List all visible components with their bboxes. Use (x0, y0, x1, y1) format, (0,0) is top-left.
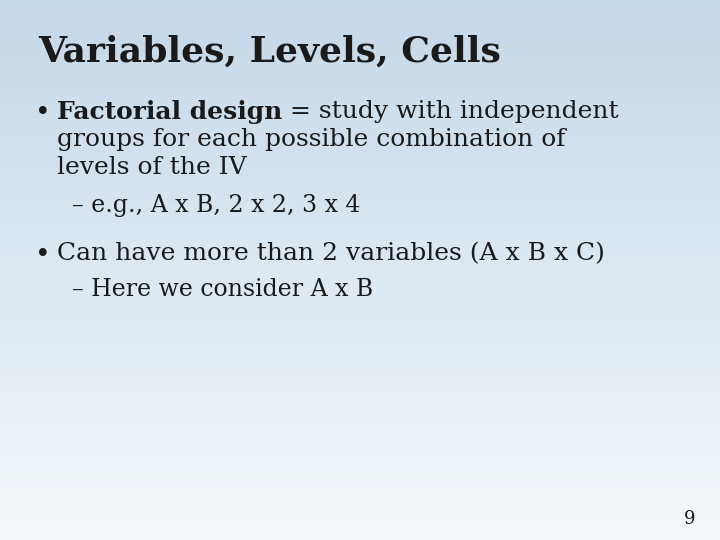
Text: groups for each possible combination of: groups for each possible combination of (57, 128, 565, 151)
Text: levels of the IV: levels of the IV (57, 156, 247, 179)
Text: Can have more than 2 variables (A x B x C): Can have more than 2 variables (A x B x … (57, 242, 605, 265)
Text: •: • (35, 242, 50, 267)
Text: •: • (35, 100, 50, 125)
Text: – e.g., A x B, 2 x 2, 3 x 4: – e.g., A x B, 2 x 2, 3 x 4 (72, 194, 361, 217)
Text: – Here we consider A x B: – Here we consider A x B (72, 278, 373, 301)
Text: Factorial design: Factorial design (57, 100, 282, 124)
Text: Variables, Levels, Cells: Variables, Levels, Cells (38, 35, 501, 69)
Text: 9: 9 (683, 510, 695, 528)
Text: = study with independent: = study with independent (282, 100, 619, 123)
